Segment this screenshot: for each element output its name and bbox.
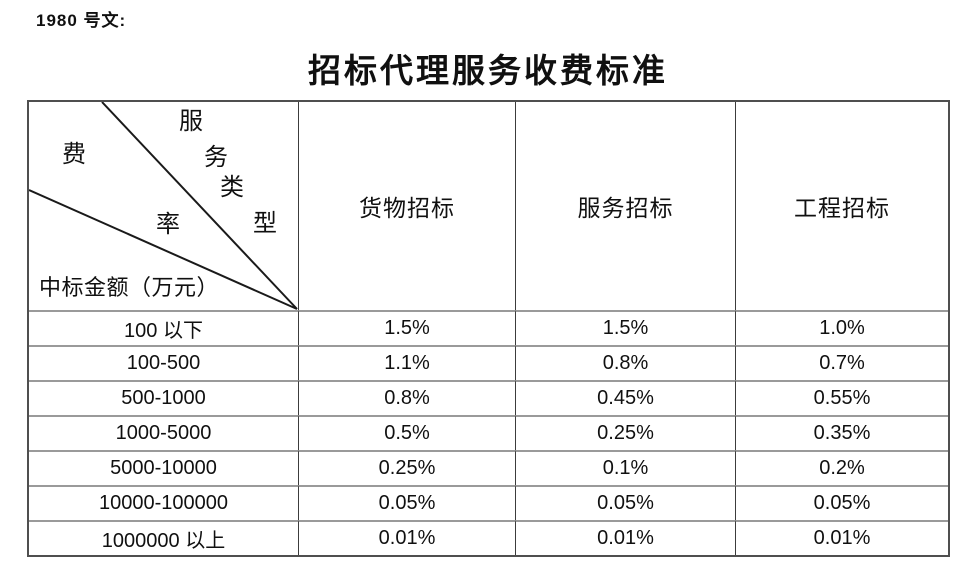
corner-label-service-char-3: 类 [220, 175, 244, 201]
column-header-engineering: 工程招标 [735, 102, 948, 310]
fee-value-cell: 0.1% [515, 450, 735, 485]
fee-value-cell: 0.25% [515, 415, 735, 450]
fee-value-cell: 0.05% [298, 485, 515, 520]
fee-value-cell: 0.45% [515, 380, 735, 415]
row-amount-label: 1000-5000 [29, 415, 298, 450]
fee-value-cell: 0.05% [735, 485, 948, 520]
corner-label-amount: 中标金额（万元） [39, 275, 220, 300]
fee-value-cell: 0.05% [515, 485, 735, 520]
fee-value-cell: 1.0% [735, 310, 948, 345]
column-header-service: 服务招标 [515, 102, 735, 310]
page-title: 招标代理服务收费标准 [308, 54, 668, 90]
fee-value-cell: 0.7% [735, 345, 948, 380]
diagonal-divider-lines [29, 102, 298, 310]
table-corner-header-cell: 服 务 类 型 费 率 中标金额（万元） [29, 102, 298, 310]
fee-value-cell: 0.8% [298, 380, 515, 415]
row-amount-label: 100-500 [29, 345, 298, 380]
fee-value-cell: 0.35% [735, 415, 948, 450]
row-amount-label: 500-1000 [29, 380, 298, 415]
fee-value-cell: 1.5% [515, 310, 735, 345]
fee-value-cell: 0.5% [298, 415, 515, 450]
fee-value-cell: 0.2% [735, 450, 948, 485]
fee-value-cell: 0.55% [735, 380, 948, 415]
row-amount-label: 100 以下 [29, 310, 298, 345]
fee-value-cell: 0.8% [515, 345, 735, 380]
document-reference: 1980 号文: [36, 11, 127, 30]
row-amount-label: 1000000 以上 [29, 520, 298, 555]
corner-label-fee-char-1: 费 [62, 142, 86, 168]
fee-standard-table: 服 务 类 型 费 率 中标金额（万元） 货物招标 服务招标 工程招标 100 … [27, 100, 950, 557]
fee-value-cell: 0.25% [298, 450, 515, 485]
fee-value-cell: 1.1% [298, 345, 515, 380]
fee-value-cell: 0.01% [735, 520, 948, 555]
corner-label-service-char-1: 服 [179, 109, 203, 135]
corner-label-fee-char-2: 率 [156, 212, 180, 238]
fee-value-cell: 0.01% [515, 520, 735, 555]
corner-label-service-char-2: 务 [204, 145, 228, 171]
fee-value-cell: 0.01% [298, 520, 515, 555]
corner-label-service-char-4: 型 [253, 211, 277, 237]
column-header-goods: 货物招标 [298, 102, 515, 310]
row-amount-label: 5000-10000 [29, 450, 298, 485]
fee-value-cell: 1.5% [298, 310, 515, 345]
row-amount-label: 10000-100000 [29, 485, 298, 520]
